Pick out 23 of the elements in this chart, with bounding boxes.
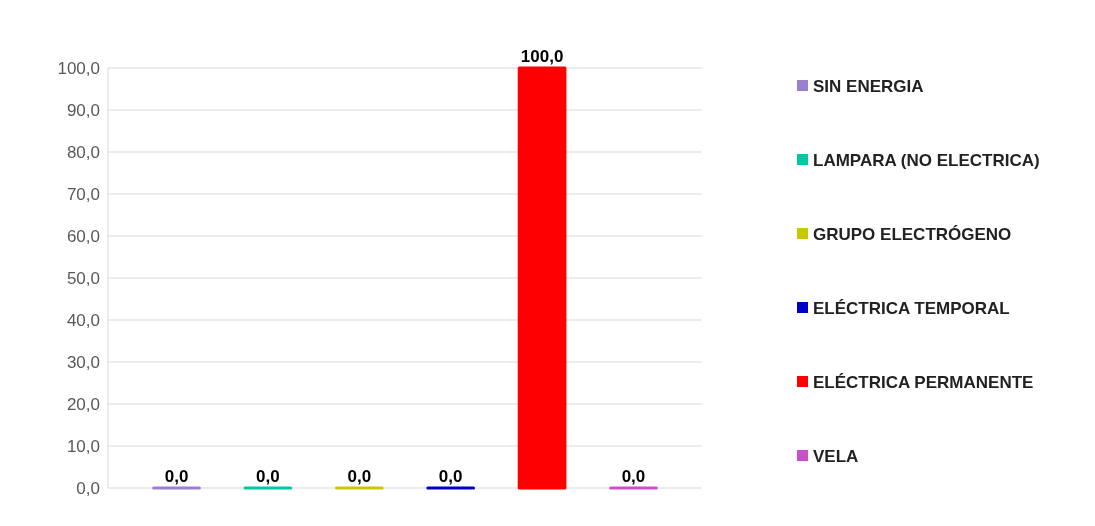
y-tick-label: 30,0 bbox=[66, 352, 100, 372]
y-tick-label: 10,0 bbox=[66, 436, 100, 456]
y-tick-label: 80,0 bbox=[66, 142, 100, 162]
data-label: 0,0 bbox=[621, 467, 646, 486]
y-tick-label: 20,0 bbox=[66, 394, 100, 414]
legend-label: SIN ENERGIA bbox=[813, 76, 924, 96]
data-label: 0,0 bbox=[256, 467, 280, 486]
y-tick-label: 40,0 bbox=[66, 310, 100, 330]
y-tick-label: 90,0 bbox=[66, 100, 100, 120]
data-label: 100,0 bbox=[520, 47, 564, 66]
legend-label: GRUPO ELECTRÓGENO bbox=[813, 224, 1012, 244]
legend-label: LAMPARA (NO ELECTRICA) bbox=[813, 150, 1040, 170]
data-label: 0,0 bbox=[438, 467, 463, 486]
legend-label: ELÉCTRICA TEMPORAL bbox=[813, 298, 1010, 318]
y-tick-label: 70,0 bbox=[66, 184, 100, 204]
y-tick-label: 60,0 bbox=[66, 226, 100, 246]
y-tick-label: 50,0 bbox=[66, 268, 100, 288]
data-label: 0,0 bbox=[164, 467, 189, 486]
legend-label: ELÉCTRICA PERMANENTE bbox=[813, 372, 1034, 392]
y-tick-label: 100,0 bbox=[57, 58, 100, 78]
legend-label: VELA bbox=[813, 446, 859, 466]
y-tick-label: 0,0 bbox=[76, 478, 100, 498]
data-label: 0,0 bbox=[347, 467, 372, 486]
